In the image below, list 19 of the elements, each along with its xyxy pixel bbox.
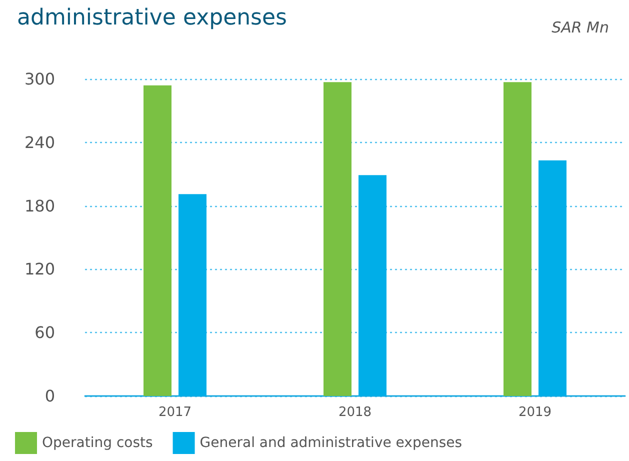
bar (504, 82, 532, 396)
x-tick-label: 2018 (338, 405, 372, 420)
text: SAR Mn (552, 18, 609, 36)
x-tick-label: 2019 (518, 405, 552, 420)
bar (538, 160, 566, 396)
legend-label: General and administrative expenses (200, 435, 462, 451)
y-tick-label: 180 (24, 196, 55, 216)
x-tick-label: 2017 (158, 405, 192, 420)
y-tick-label: 240 (24, 132, 55, 152)
y-tick-label: 60 (34, 323, 55, 342)
bar (144, 85, 172, 396)
y-tick-label: 300 (24, 70, 55, 88)
bar (358, 175, 386, 396)
chart-title: administrative expenses (17, 6, 288, 30)
bar (178, 194, 206, 396)
y-tick-label: 0 (44, 386, 55, 406)
bar (324, 82, 352, 396)
legend-label: Operating costs (42, 435, 153, 451)
y-tick-label: 120 (24, 260, 55, 279)
